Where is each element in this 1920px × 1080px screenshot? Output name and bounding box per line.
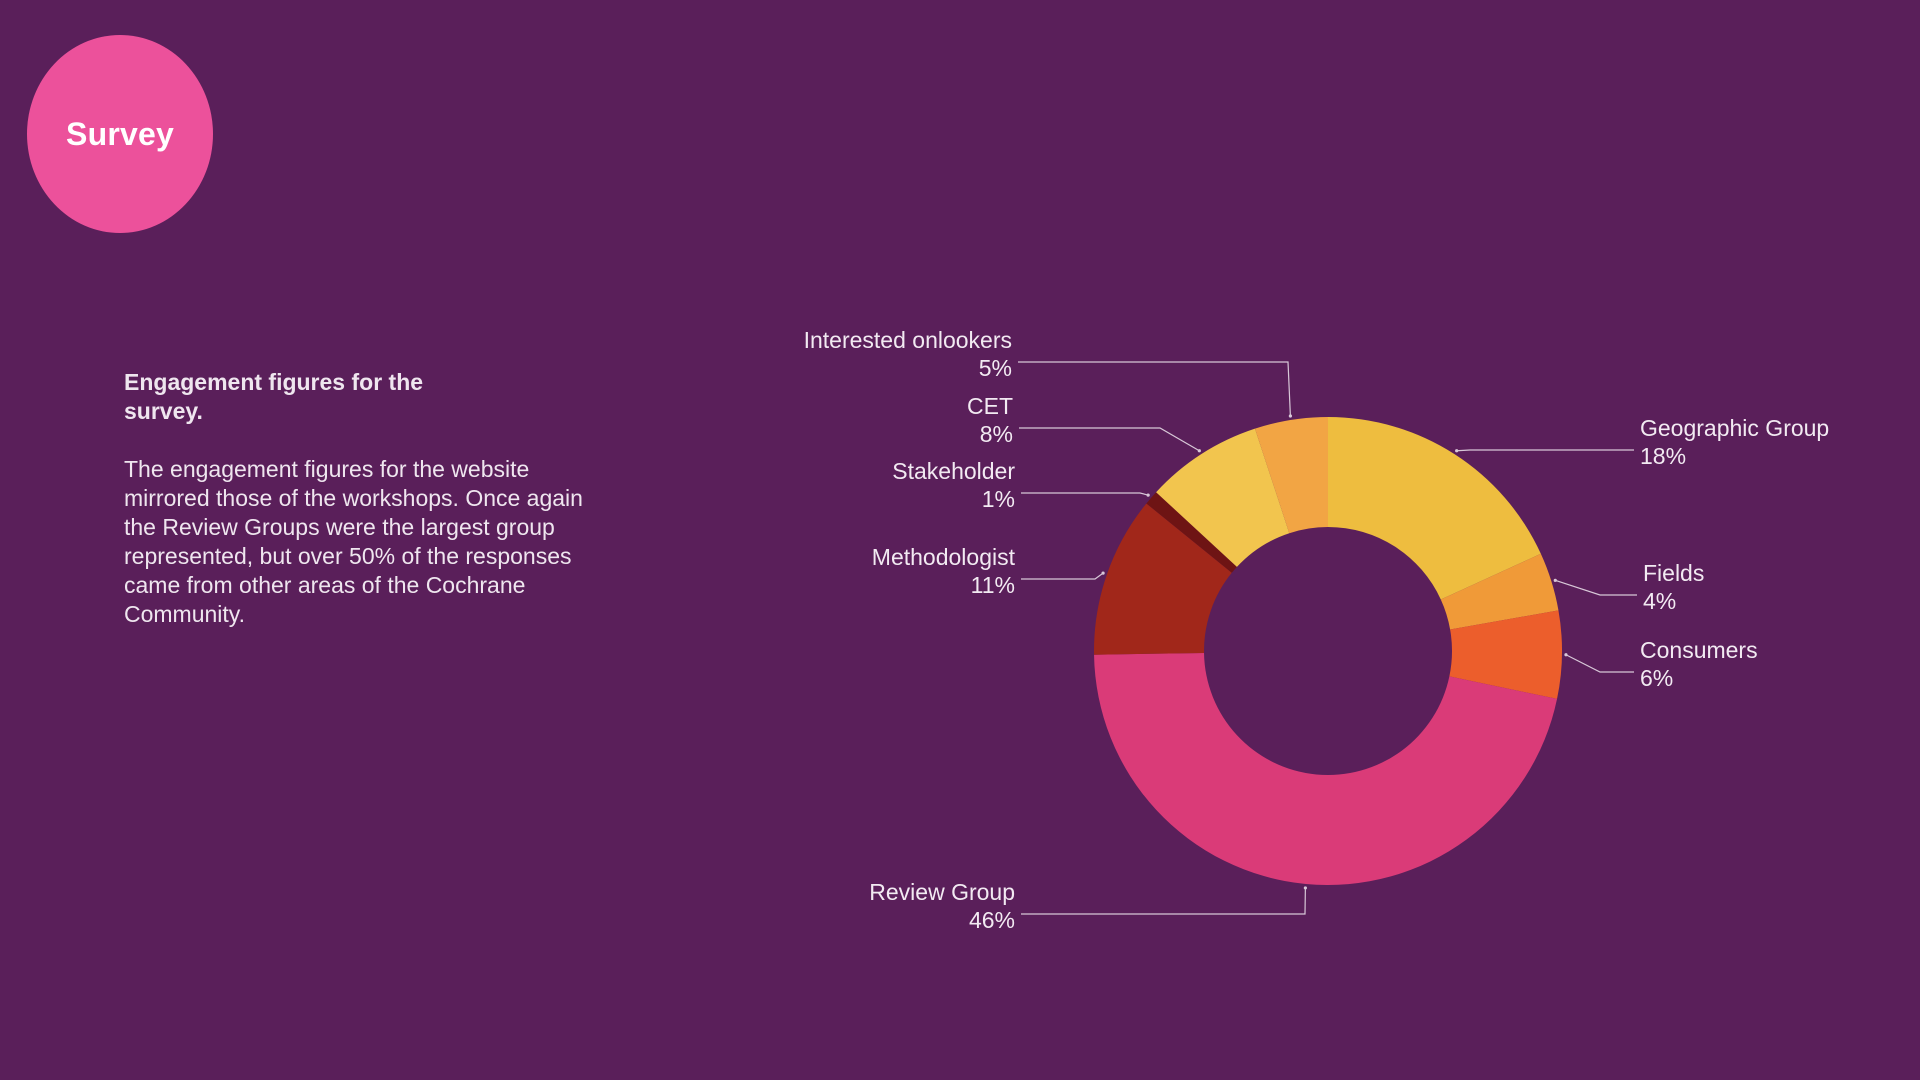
slice-methodologist <box>1094 503 1232 655</box>
label-stakeholder: Stakeholder <box>892 458 1015 484</box>
value-label-geographic-group: 18% <box>1640 443 1686 469</box>
slice-fields <box>1440 553 1559 630</box>
intro-heading: Engagement figures for the survey. <box>124 369 424 424</box>
leader-dot-cet <box>1197 449 1201 453</box>
label-review-group: Review Group <box>869 879 1015 905</box>
value-label-methodologist: 11% <box>971 572 1015 598</box>
slice-geographic-group <box>1328 417 1541 600</box>
survey-badge-label: Survey <box>66 115 174 152</box>
leader-dot-review-group <box>1303 886 1307 890</box>
intro-text-block: Engagement figures for the survey. The e… <box>124 368 594 629</box>
leader-line-stakeholder <box>1021 492 1149 496</box>
slice-cet <box>1156 428 1290 567</box>
leader-line-consumers <box>1565 654 1634 673</box>
slice-interested-onlookers <box>1254 417 1328 534</box>
label-geographic-group: Geographic Group <box>1640 415 1829 441</box>
leader-line-geographic-group <box>1456 449 1634 452</box>
value-label-interested-onlookers: 5% <box>979 355 1012 381</box>
leader-dot-consumers <box>1564 653 1568 657</box>
leader-line-fields <box>1555 579 1637 596</box>
leader-line-interested-onlookers <box>1018 361 1291 417</box>
value-label-review-group: 46% <box>969 907 1015 933</box>
leader-dot-fields <box>1553 578 1557 582</box>
value-label-consumers: 6% <box>1640 665 1673 691</box>
slice-consumers <box>1449 610 1562 699</box>
survey-badge: Survey <box>27 35 213 233</box>
intro-body: The engagement figures for the website m… <box>124 456 583 627</box>
leader-line-review-group <box>1021 887 1306 915</box>
value-label-fields: 4% <box>1643 588 1676 614</box>
label-consumers: Consumers <box>1640 637 1758 663</box>
value-label-cet: 8% <box>980 421 1013 447</box>
label-methodologist: Methodologist <box>872 544 1016 570</box>
label-cet: CET <box>967 393 1013 419</box>
leader-dot-methodologist <box>1101 571 1105 575</box>
leader-dot-stakeholder <box>1146 493 1150 497</box>
slice-review-group <box>1094 652 1558 886</box>
leader-line-methodologist <box>1021 572 1104 580</box>
label-fields: Fields <box>1643 560 1704 586</box>
leader-dot-geographic-group <box>1455 449 1459 453</box>
slice-stakeholder <box>1146 492 1237 573</box>
leader-dot-interested-onlookers <box>1288 414 1292 418</box>
label-interested-onlookers: Interested onlookers <box>804 327 1012 353</box>
value-label-stakeholder: 1% <box>982 486 1015 512</box>
leader-line-cet <box>1019 427 1200 452</box>
